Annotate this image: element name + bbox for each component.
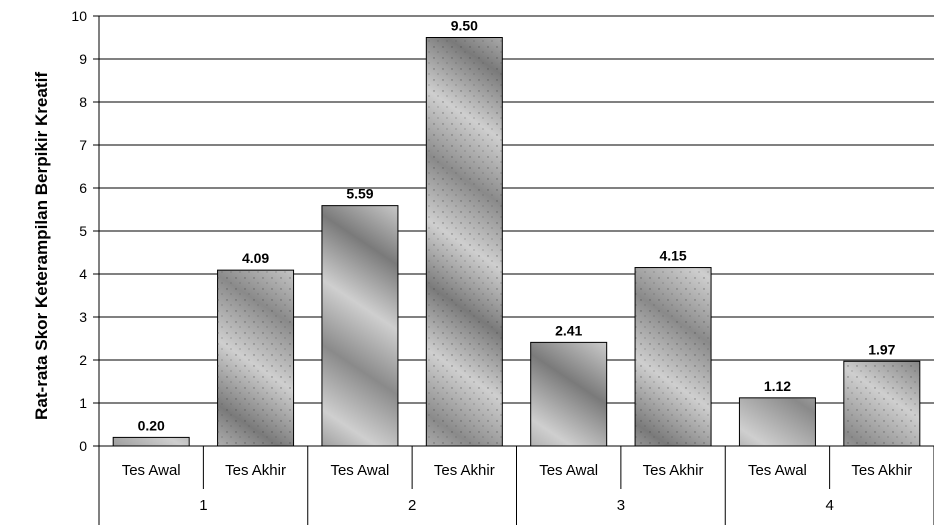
bar bbox=[530, 341, 608, 447]
data-label: 5.59 bbox=[346, 186, 373, 202]
category-axis: Tes Awal Tes Akhir Tes Awal Tes Akhir Tes Aw… bbox=[98, 445, 934, 525]
y-tick-label: 10 bbox=[71, 8, 87, 24]
data-label: 1.97 bbox=[868, 341, 895, 357]
data-label: 0.20 bbox=[138, 417, 165, 433]
category-label: Tes Akhir bbox=[225, 462, 286, 479]
data-label: 1.12 bbox=[764, 378, 791, 394]
group-label: 3 bbox=[617, 497, 625, 514]
data-label: 9.50 bbox=[451, 18, 478, 34]
y-tick-label: 4 bbox=[79, 266, 87, 282]
y-tick-label: 7 bbox=[79, 137, 87, 153]
bar-texture bbox=[426, 37, 503, 446]
data-label: 2.41 bbox=[555, 322, 582, 338]
category-label: Tes Awal bbox=[122, 462, 181, 479]
y-tick-label: 2 bbox=[79, 352, 87, 368]
category-label: Tes Akhir bbox=[434, 462, 495, 479]
bar bbox=[321, 205, 399, 447]
bar-texture bbox=[635, 267, 712, 446]
y-tick-label: 8 bbox=[79, 94, 87, 110]
data-label: 4.15 bbox=[659, 248, 686, 264]
bar bbox=[738, 397, 816, 447]
category-label: Tes Awal bbox=[539, 462, 598, 479]
group-label: 2 bbox=[408, 497, 416, 514]
y-tick-label: 0 bbox=[79, 438, 87, 454]
category-label: Tes Awal bbox=[748, 462, 807, 479]
bars: 0.20 4.09 5.59 9.50 2.41 4.15 1.12 1.97 bbox=[112, 18, 921, 447]
y-tick-label: 6 bbox=[79, 180, 87, 196]
y-tick-label: 1 bbox=[79, 395, 87, 411]
y-tick-label: 5 bbox=[79, 223, 87, 239]
category-label: Tes Awal bbox=[330, 462, 389, 479]
category-label: Tes Akhir bbox=[643, 462, 704, 479]
bar-texture bbox=[217, 270, 294, 446]
group-label: 4 bbox=[825, 497, 833, 514]
data-label: 4.09 bbox=[242, 250, 269, 266]
group-label: 1 bbox=[199, 497, 207, 514]
y-axis-label: Rat-rata Skor Keterampilan Berpikir Krea… bbox=[32, 72, 51, 420]
bar-texture bbox=[843, 361, 920, 446]
y-tick-label: 9 bbox=[79, 51, 87, 67]
bar bbox=[112, 436, 190, 447]
category-label: Tes Akhir bbox=[851, 462, 912, 479]
y-axis: 0 1 2 3 4 5 6 7 8 9 10 bbox=[71, 8, 100, 454]
y-tick-label: 3 bbox=[79, 309, 87, 325]
